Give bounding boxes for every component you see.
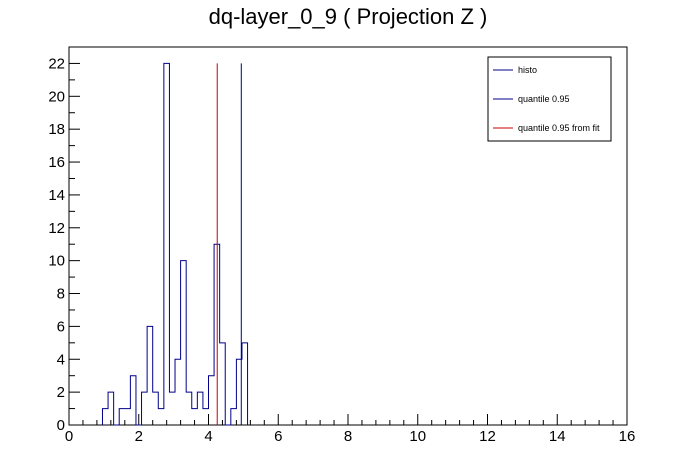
x-tick-label: 10 (409, 428, 426, 445)
histogram-bin (153, 392, 159, 425)
histogram-bin (186, 392, 192, 425)
x-tick-label: 14 (549, 428, 566, 445)
y-tick-label: 4 (57, 351, 65, 368)
histogram-bin (125, 409, 131, 425)
y-tick-label: 14 (48, 187, 65, 204)
legend-label: quantile 0.95 (518, 94, 570, 104)
x-tick-label: 16 (619, 428, 636, 445)
histogram-outline (101, 62, 249, 426)
chart-title: dq-layer_0_9 ( Projection Z ) (208, 4, 488, 29)
y-tick-label: 20 (48, 88, 65, 105)
histogram-bin (242, 343, 248, 425)
y-tick-label: 0 (57, 417, 65, 434)
histogram-bin (164, 63, 170, 425)
histogram-bin (158, 409, 164, 425)
x-tick-label: 8 (344, 428, 352, 445)
x-tick-label: 2 (135, 428, 143, 445)
histogram-bin (119, 409, 125, 425)
histogram-bin (231, 409, 237, 425)
histogram-bin (209, 376, 215, 425)
histogram-bin (142, 392, 148, 425)
histogram-bin (220, 343, 226, 425)
x-tick-label: 0 (65, 428, 73, 445)
histogram-bin (169, 392, 175, 425)
histogram-bin (181, 261, 187, 425)
x-tick-label: 4 (204, 428, 212, 445)
histogram-bin (197, 392, 203, 425)
histogram-bin (175, 359, 181, 425)
y-tick-label: 8 (57, 286, 65, 303)
histogram-bin (147, 326, 153, 425)
y-tick-label: 12 (48, 220, 65, 237)
y-tick-label: 2 (57, 384, 65, 401)
x-tick-label: 12 (479, 428, 496, 445)
y-tick-label: 18 (48, 121, 65, 138)
histogram-bin (130, 376, 136, 425)
legend-label: quantile 0.95 from fit (518, 123, 600, 133)
y-tick-label: 22 (48, 55, 65, 72)
x-tick-label: 6 (274, 428, 282, 445)
histogram-bin (203, 409, 209, 425)
y-tick-label: 6 (57, 318, 65, 335)
histogram-bin (102, 409, 108, 425)
y-tick-label: 16 (48, 154, 65, 171)
legend-label: histo (518, 65, 537, 75)
y-tick-label: 10 (48, 253, 65, 270)
